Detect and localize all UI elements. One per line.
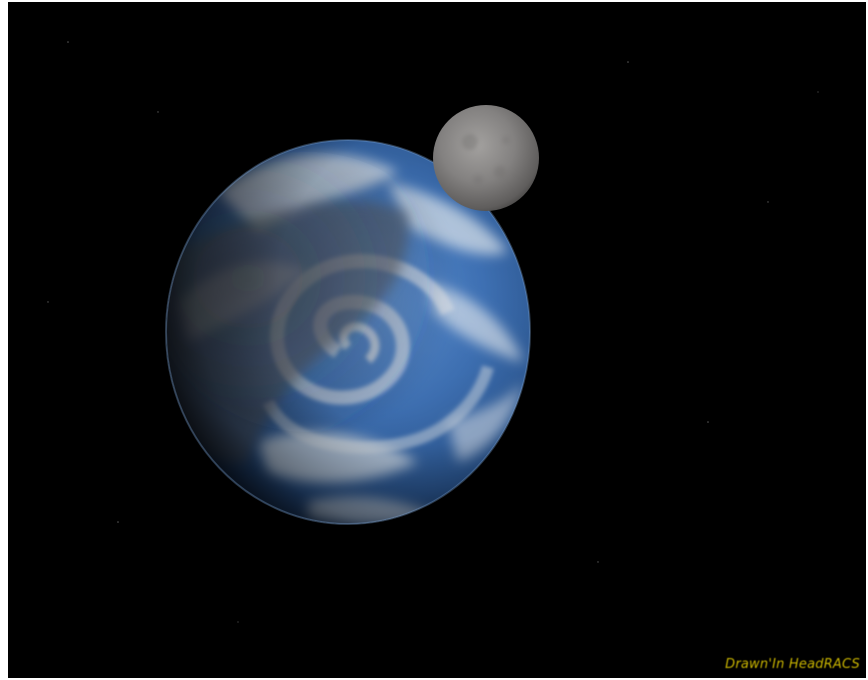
space-scene xyxy=(47,41,819,623)
artist-signature: Drawn'In HeadRACS xyxy=(725,657,860,672)
star-field xyxy=(47,41,819,623)
space-background: Drawn'In HeadRACS xyxy=(8,2,866,678)
moon xyxy=(433,105,539,211)
planet xyxy=(165,139,531,525)
